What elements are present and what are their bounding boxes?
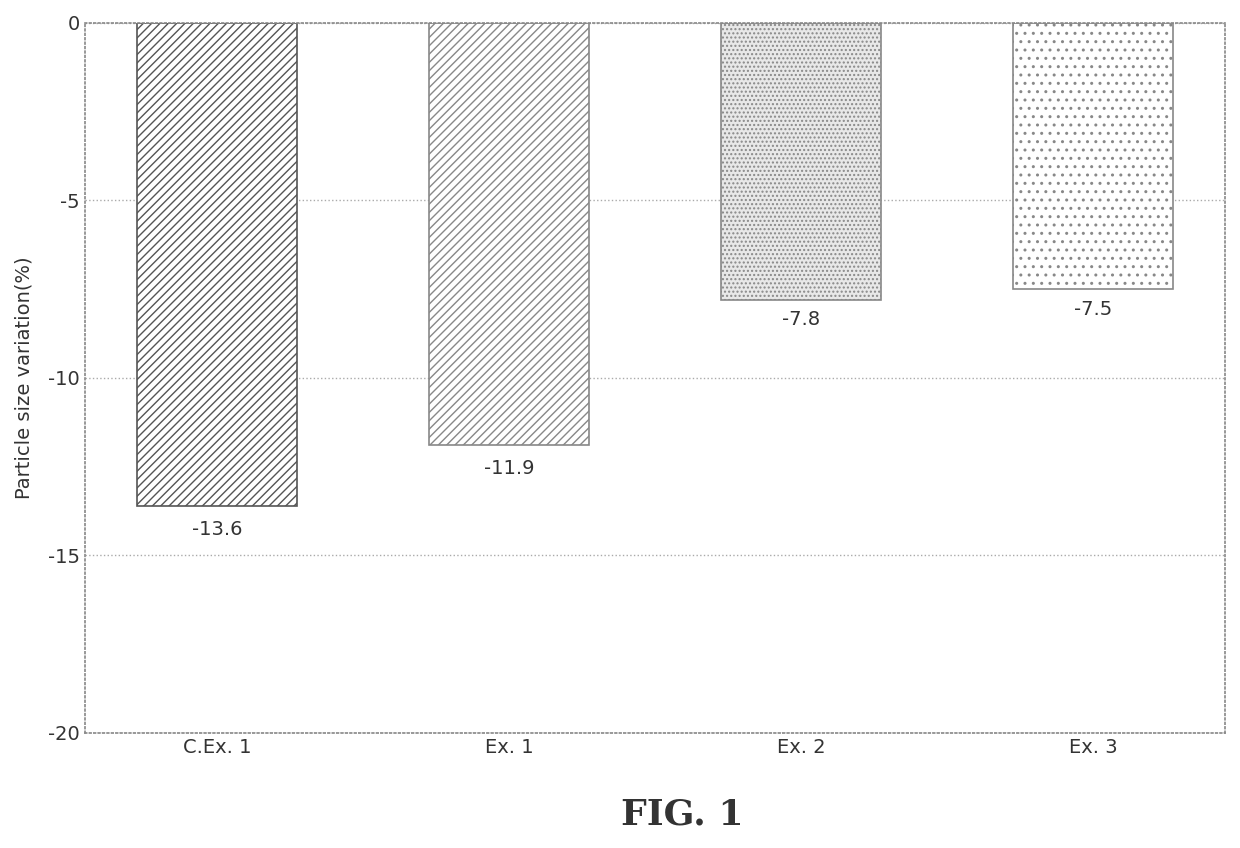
Bar — [429, 23, 589, 445]
Text: -11.9: -11.9 — [484, 460, 534, 478]
Bar — [136, 23, 298, 505]
Text: -13.6: -13.6 — [192, 520, 242, 538]
Text: -7.5: -7.5 — [1074, 299, 1112, 319]
Text: -7.8: -7.8 — [781, 310, 820, 329]
Text: FIG. 1: FIG. 1 — [621, 797, 743, 831]
Y-axis label: Particle size variation(%): Particle size variation(%) — [15, 256, 33, 499]
Bar — [720, 23, 882, 299]
Bar — [1013, 23, 1173, 289]
